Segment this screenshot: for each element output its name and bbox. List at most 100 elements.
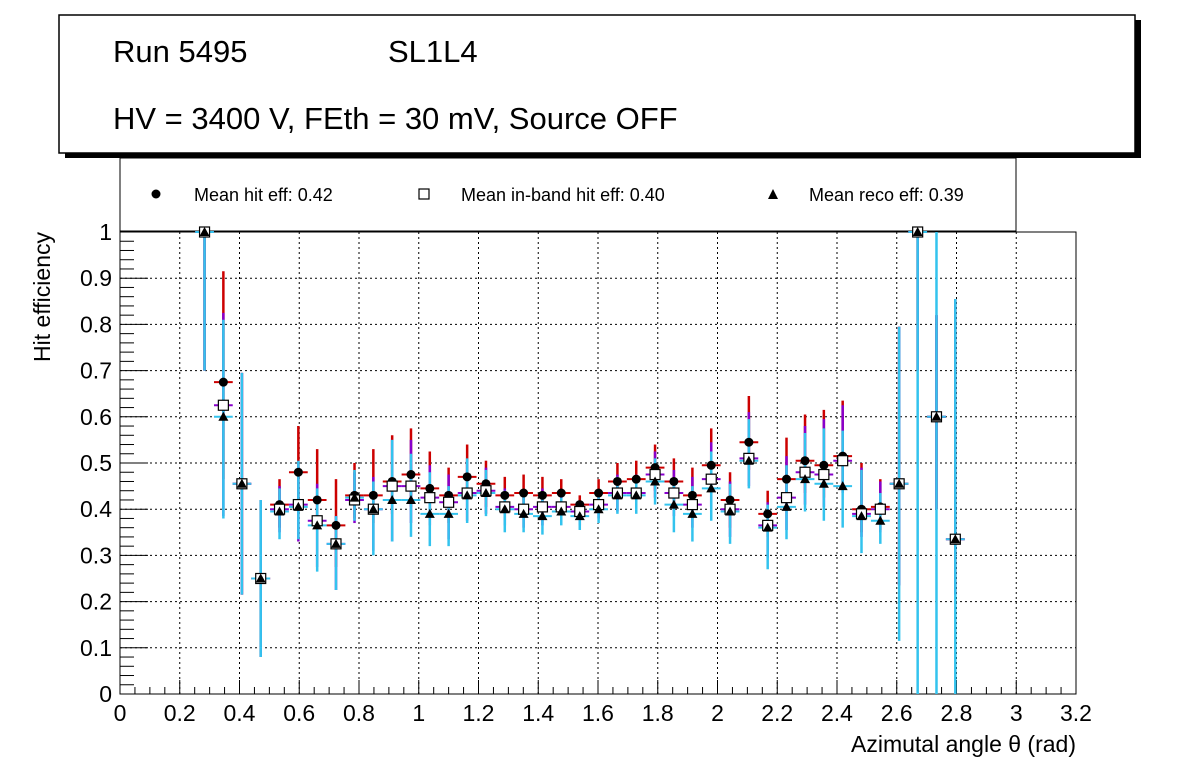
legend-inband-label: Mean in-band hit eff: 0.40 [461,185,665,205]
legend-hit-label: Mean hit eff: 0.42 [194,185,333,205]
hit-eff-marker [331,520,341,530]
inband-eff-marker [405,480,417,492]
x-tick-label: 2.4 [821,700,853,726]
y-tick-label: 0.2 [80,589,112,615]
hit-eff-marker [368,490,378,500]
reco-eff-marker [499,504,510,514]
reco-eff-marker [405,494,416,504]
reco-eff-marker [931,411,942,421]
reco-eff-marker [480,488,491,498]
reco-eff-marker [781,501,792,511]
y-axis-label: Hit efficiency [29,232,55,362]
legend-reco-marker [768,189,778,199]
y-tick-label: 1 [99,219,112,245]
y-tick-label: 0 [99,681,112,707]
x-tick-label: 0.8 [343,700,375,726]
y-tick-label: 0.5 [80,450,112,476]
x-tick-label: 2.8 [941,700,973,726]
y-tick-labels: 0 0.1 0.2 0.3 0.4 0.5 0.6 0.7 0.8 0.9 1 [80,219,112,707]
inband-eff-marker [837,455,849,467]
reco-eff-marker [612,490,623,500]
hit-eff-marker [500,490,510,500]
legend-inband-marker [418,188,430,200]
reco-eff-marker [856,511,867,521]
axis-ticks [119,231,1077,695]
reco-eff-marker [443,508,454,518]
inband-eff-marker [705,473,717,485]
x-tick-label: 0.6 [283,700,315,726]
hit-eff-marker [631,474,641,484]
reco-eff-marker [349,492,360,502]
reco-eff-marker [199,227,210,236]
hit-eff-marker [406,470,416,480]
inband-eff-marker [424,492,436,504]
reco-eff-marker [593,504,604,514]
x-tick-labels: 0 0.2 0.4 0.6 0.8 1 1.2 1.4 1.6 1.8 2 2.2 2.4 2.6 2.8 3… [114,700,1092,726]
x-tick-label: 3 [1010,700,1023,726]
hit-eff-marker [669,476,679,486]
reco-eff-marker [800,474,811,484]
legend-entry-reco: Mean reco eff: 0.39 [768,185,964,205]
legend-hit-marker [151,189,161,199]
x-tick-label: 2.6 [881,700,913,726]
reco-eff-marker [236,478,247,488]
reco-eff-marker [368,504,379,514]
reco-eff-marker [556,506,567,516]
x-tick-label: 2.2 [761,700,793,726]
reco-eff-marker [462,490,473,500]
reco-eff-marker [912,227,923,236]
x-axis-label: Azimutal angle θ (rad) [851,731,1076,757]
reco-eff-marker [725,506,736,516]
hit-eff-marker [594,488,604,498]
reco-eff-marker [274,506,285,516]
x-tick-label: 1.4 [522,700,554,726]
inband-eff-marker [443,496,455,508]
y-tick-label: 0.3 [80,542,112,568]
hit-eff-marker [293,467,303,477]
reco-eff-marker [762,522,773,532]
y-tick-label: 0.4 [80,496,112,522]
y-tick-label: 0.9 [80,265,112,291]
hit-eff-marker [800,456,810,466]
reco-eff-marker [668,499,679,509]
x-tick-label: 0.2 [164,700,196,726]
x-tick-label: 2 [711,700,724,726]
data-points [195,226,965,694]
inband-eff-marker [217,399,229,411]
inband-eff-marker [668,487,680,499]
legend-entry-hit: Mean hit eff: 0.42 [151,185,333,205]
hit-eff-marker [744,437,754,447]
hit-eff-marker [218,377,228,387]
x-tick-label: 1.8 [642,700,674,726]
reco-eff-marker [537,511,548,521]
hit-eff-marker [612,476,622,486]
inband-eff-marker [818,468,830,481]
x-tick-label: 0.4 [224,700,256,726]
legend-box [119,157,1017,232]
reco-eff-marker [387,494,398,504]
reco-eff-marker [518,508,529,518]
legend-entry-inband: Mean in-band hit eff: 0.40 [418,185,665,205]
layer-label: SL1L4 [388,34,478,69]
inband-eff-marker [686,498,699,511]
reco-eff-marker [894,478,905,488]
inband-eff-marker [780,492,793,504]
run-label: Run 5495 [113,34,247,69]
inband-eff-marker [874,503,886,515]
y-tick-label: 0.7 [80,358,112,384]
header-box [58,14,1136,154]
x-tick-label: 1.6 [582,700,614,726]
reco-eff-marker [687,508,698,518]
inband-eff-marker [386,480,398,492]
hit-eff-marker [425,483,435,493]
hit-eff-marker [312,495,322,505]
reco-eff-marker [950,534,961,544]
reco-eff-marker [424,508,435,518]
reco-eff-marker [743,455,754,465]
hit-eff-marker [819,460,829,470]
reco-eff-marker [837,481,848,491]
reco-eff-marker [312,520,323,530]
reco-eff-marker [218,411,229,421]
x-tick-label: 3.2 [1060,700,1092,726]
